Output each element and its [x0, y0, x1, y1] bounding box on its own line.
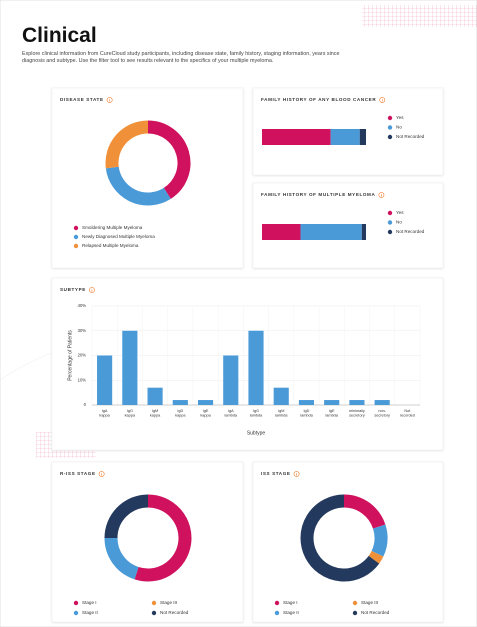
legend-label: Not Recorded: [160, 610, 189, 615]
decor-grid: [362, 5, 477, 27]
legend-label: No: [396, 125, 402, 130]
legend-swatch: [74, 244, 78, 248]
bar: [375, 400, 390, 405]
legend-swatch: [152, 601, 156, 605]
legend-label: Not Recorded: [396, 229, 425, 234]
bar-segment: [362, 224, 366, 240]
card-title: FAMILY HISTORY OF ANY BLOOD CANCER: [261, 97, 376, 102]
y-axis-label: Percentage of Patients: [67, 330, 73, 381]
y-tick-label: 20%: [78, 353, 87, 358]
card-title: DISEASE STATE: [60, 97, 104, 102]
y-tick-label: 30%: [78, 328, 87, 333]
legend-swatch: [353, 611, 357, 615]
card-title: SUBTYPE: [60, 287, 86, 292]
legend-label: Yes: [396, 210, 404, 215]
card: [253, 462, 443, 622]
legend-swatch: [74, 601, 78, 605]
legend-swatch: [152, 611, 156, 615]
x-axis-label: Subtype: [247, 430, 266, 436]
bar: [299, 400, 314, 405]
y-tick-label: 10%: [78, 377, 87, 382]
bar-segment: [331, 129, 360, 145]
legend-label: No: [396, 220, 402, 225]
bar-segment: [262, 129, 331, 145]
legend-label: Stage II: [283, 610, 299, 615]
legend-label: Stage III: [361, 600, 378, 605]
legend-swatch: [74, 235, 78, 239]
legend-label: Smoldering Multiple Myeloma: [82, 225, 143, 230]
legend-label: Relapsed Multiple Myeloma: [82, 243, 139, 248]
bar: [97, 356, 112, 406]
bar-segment: [300, 224, 361, 240]
bar: [274, 388, 289, 405]
bar: [148, 388, 163, 405]
legend-label: Stage III: [160, 600, 177, 605]
legend-swatch: [388, 135, 392, 139]
legend-label: Newly Diagnosed Multiple Myeloma: [82, 234, 155, 239]
bar: [173, 400, 188, 405]
card: [52, 462, 243, 622]
legend-swatch: [275, 601, 279, 605]
legend-label: Yes: [396, 115, 404, 120]
page-description: Explore clinical information from CureCl…: [22, 51, 352, 65]
donut-segment: [374, 554, 378, 560]
y-tick-label: 40%: [78, 303, 87, 308]
legend-label: Stage I: [283, 600, 298, 605]
legend-swatch: [388, 230, 392, 234]
legend-swatch: [388, 220, 392, 224]
legend-swatch: [74, 611, 78, 615]
page-title: Clinical: [22, 24, 352, 48]
header: Clinical Explore clinical information fr…: [22, 24, 352, 65]
donut-segment: [377, 527, 381, 554]
legend-swatch: [353, 601, 357, 605]
page: DISEASE STATE Smoldering Multiple Myeloma…: [0, 0, 477, 627]
card: [52, 88, 243, 268]
bar-segment: [262, 224, 300, 240]
legend-label: Not Recorded: [361, 610, 390, 615]
legend-swatch: [275, 611, 279, 615]
bar: [248, 331, 263, 405]
bar: [324, 400, 339, 405]
bar: [223, 356, 238, 406]
legend-label: Not Recorded: [396, 134, 425, 139]
legend-swatch: [388, 116, 392, 120]
legend-label: Stage II: [82, 610, 98, 615]
dashboard: DISEASE STATE Smoldering Multiple Myeloma…: [0, 0, 477, 627]
legend-label: Stage I: [82, 600, 97, 605]
bar: [122, 331, 137, 405]
card-title: R-ISS STAGE: [60, 471, 96, 476]
legend-swatch: [388, 211, 392, 215]
bar: [349, 400, 364, 405]
legend-swatch: [388, 125, 392, 129]
card-title: ISS STAGE: [261, 471, 291, 476]
card-title: FAMILY HISTORY OF MULTIPLE MYELOMA: [261, 192, 375, 197]
legend-swatch: [74, 226, 78, 230]
bar: [198, 400, 213, 405]
bar-segment: [360, 129, 366, 145]
